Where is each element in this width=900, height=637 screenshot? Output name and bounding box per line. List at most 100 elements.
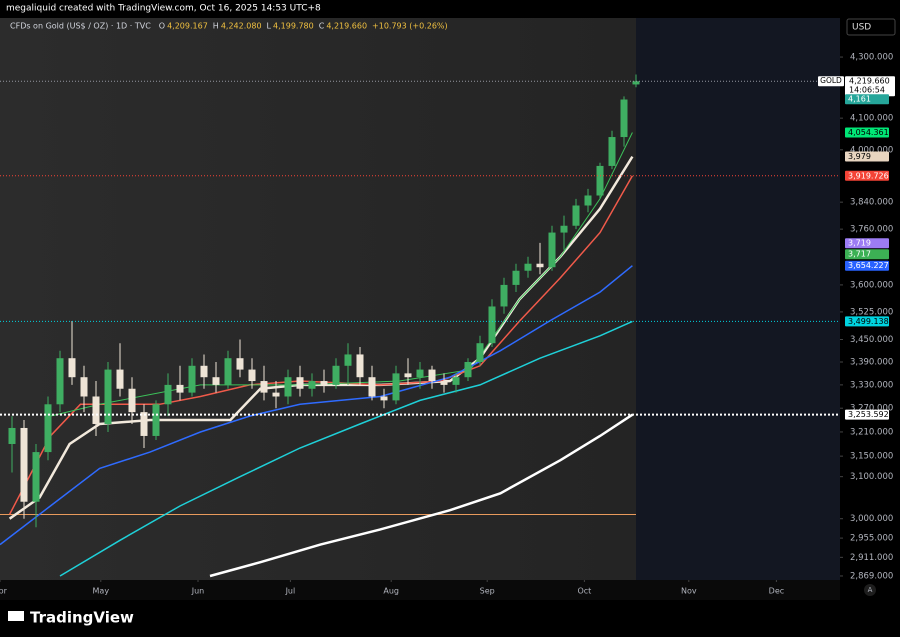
currency-box[interactable] [846, 18, 896, 36]
price-badge [845, 316, 889, 327]
candle-body [380, 396, 388, 401]
time-axis [0, 580, 840, 600]
moving-average [59, 320, 633, 577]
candle-body [8, 427, 16, 444]
candle-body [164, 384, 172, 405]
moving-average [209, 413, 634, 578]
candle-body [296, 377, 304, 389]
candle-body [512, 270, 520, 285]
ohlc-key: O [159, 22, 165, 31]
price-badge-label: 3,717 [848, 250, 871, 259]
candle-body [188, 365, 196, 393]
x-tick-label: May [93, 587, 110, 596]
candle-body [584, 195, 592, 206]
price-badge-label: 3,919.726 [848, 171, 889, 180]
last-price-label: 4,219.660 [849, 77, 890, 86]
candle-body [32, 452, 40, 502]
x-tick-label: Jul [285, 587, 296, 596]
credit: megaliquid created with TradingView.com,… [6, 4, 321, 14]
auto-label: A [868, 586, 873, 594]
candle-body [284, 377, 292, 397]
y-tick-label: 2,911.000 [850, 553, 893, 563]
price-badge-label: 3,654.227 [848, 261, 889, 270]
y-tick-label: 3,330.000 [850, 380, 893, 390]
y-tick-label: 3,760.000 [850, 225, 893, 235]
price-badge-label: 3,253.592 [848, 410, 889, 419]
candle-body [488, 306, 496, 344]
candle-body [464, 361, 472, 378]
price-badge [845, 151, 889, 162]
candle-body [56, 358, 64, 405]
candle-body [320, 381, 328, 385]
price-badge [845, 260, 889, 271]
candle-body [68, 358, 76, 378]
candle-body [80, 377, 88, 397]
candle-body [200, 365, 208, 378]
candle-body [332, 365, 340, 385]
y-tick-label: 3,840.000 [850, 198, 893, 208]
y-tick-label: 4,100.000 [850, 114, 893, 124]
ohlc-value: 4,209.167 [167, 22, 208, 31]
price-badge-label: 3,499.138 [848, 317, 889, 326]
price-badge [845, 127, 889, 138]
countdown: 14:06:54 [849, 86, 885, 95]
candle-body [92, 396, 100, 424]
symbol-badge [818, 76, 844, 87]
x-tick-label: Apr [0, 587, 8, 596]
price-badge [845, 170, 889, 181]
price-badge-label: 3,719 [848, 239, 871, 248]
price-badge-label: 4,161 [848, 95, 871, 104]
price-badge [845, 94, 889, 105]
x-tick-label: Sep [480, 587, 495, 596]
ohlc-key: H [213, 22, 219, 31]
candle-body [452, 377, 460, 385]
candle-body [440, 381, 448, 385]
ohlc-value: 4,199.780 [273, 22, 314, 31]
symbol-label: GOLD [820, 76, 842, 85]
candle-body [620, 99, 628, 138]
ohlc-value: 4,219.660 [326, 22, 367, 31]
candle-body [128, 388, 136, 413]
candle-body [236, 358, 244, 370]
y-tick-label: 3,150.000 [850, 452, 893, 462]
y-tick-label: 3,100.000 [850, 472, 893, 482]
ohlc-value: 4,242.080 [221, 22, 262, 31]
candle-body [428, 369, 436, 382]
candle-body [536, 263, 544, 268]
candle-body [632, 81, 640, 85]
candle-body [308, 381, 316, 389]
candle-body [20, 427, 28, 502]
y-tick-label: 2,955.000 [850, 534, 893, 544]
candle-body [344, 354, 352, 366]
candle-body [44, 404, 52, 453]
x-tick-label: Nov [681, 587, 697, 596]
candle-body [248, 369, 256, 382]
x-tick-label: Aug [383, 587, 399, 596]
currency: USD [852, 23, 871, 33]
candle-body [548, 232, 556, 268]
x-tick-label: Oct [577, 587, 591, 596]
price-badge-label: 4,054.361 [848, 128, 889, 137]
y-tick-label: 3,210.000 [850, 427, 893, 437]
x-tick-label: Jun [191, 587, 205, 596]
auto-button[interactable] [864, 584, 876, 596]
y-tick-label: 3,600.000 [850, 280, 893, 290]
candle-body [260, 381, 268, 393]
logo: TradingView [30, 609, 134, 627]
y-tick-label: 3,450.000 [850, 335, 893, 345]
future-area [636, 18, 840, 580]
candle-body [572, 205, 580, 226]
y-tick-label: 3,000.000 [850, 514, 893, 524]
candle-body [416, 369, 424, 378]
candle-body [104, 369, 112, 424]
y-tick-label: 3,390.000 [850, 357, 893, 367]
y-tick-label: 3,525.000 [850, 307, 893, 317]
candle-body [476, 343, 484, 362]
candle-body [152, 404, 160, 436]
symbol: CFDs on Gold (US$ / OZ) · 1D · TVC [10, 22, 151, 31]
x-tick-label: Dec [769, 587, 784, 596]
y-tick-label: 4,000.000 [850, 145, 893, 155]
candle-body [608, 137, 616, 166]
candle-body [212, 377, 220, 385]
